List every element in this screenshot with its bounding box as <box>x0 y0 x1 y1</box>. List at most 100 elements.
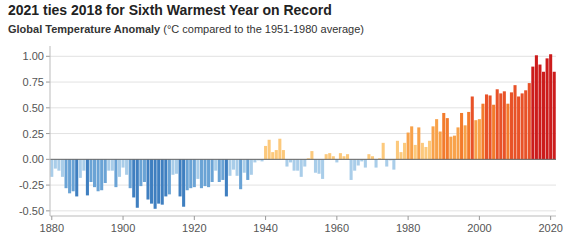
bar <box>453 136 456 160</box>
x-tick-label: 1980 <box>396 222 420 234</box>
y-tick <box>46 133 50 134</box>
grid-line <box>50 56 556 57</box>
bar <box>303 159 306 166</box>
bar <box>125 159 128 174</box>
bar <box>546 58 549 159</box>
bar <box>268 140 271 160</box>
bar <box>100 159 103 190</box>
bar <box>328 153 331 159</box>
bar <box>189 159 192 188</box>
bar <box>421 143 424 159</box>
bar <box>225 159 228 196</box>
grid-line <box>50 107 556 108</box>
y-axis-line <box>50 46 51 216</box>
bar <box>164 159 167 196</box>
bar <box>403 143 406 159</box>
bar <box>414 145 417 159</box>
bar <box>513 85 516 159</box>
bar <box>179 159 182 196</box>
bar <box>350 159 353 180</box>
bar <box>367 154 370 159</box>
bar <box>207 159 210 187</box>
bar <box>150 159 153 203</box>
x-tick <box>265 216 266 220</box>
bar <box>392 159 395 169</box>
y-tick-label: 0.75 <box>23 76 44 88</box>
bar <box>517 96 520 159</box>
x-tick-label: 1920 <box>182 222 206 234</box>
bar <box>61 159 64 177</box>
bar <box>531 67 534 160</box>
bar <box>250 159 253 174</box>
grid-line <box>50 82 556 83</box>
x-axis-line <box>50 216 556 217</box>
grid-line <box>50 210 556 211</box>
bar <box>218 159 221 182</box>
bar <box>57 159 60 170</box>
bar <box>86 159 89 195</box>
bar <box>275 150 278 159</box>
bar <box>510 92 513 159</box>
bar <box>535 55 538 159</box>
bar <box>243 159 246 172</box>
bar <box>399 152 402 159</box>
chart: 2021 ties 2018 for Sixth Warmest Year on… <box>0 0 570 244</box>
bar <box>143 159 146 182</box>
bar <box>107 159 110 170</box>
bar <box>385 159 388 166</box>
bar <box>228 159 231 175</box>
bar <box>114 159 117 187</box>
x-tick <box>336 216 337 220</box>
grid-line <box>50 159 556 160</box>
bar <box>82 159 85 170</box>
y-tick-label: -0.50 <box>19 205 44 217</box>
bar <box>129 159 132 188</box>
bar <box>146 159 149 199</box>
x-tick-label: 1940 <box>253 222 277 234</box>
bar <box>499 93 502 159</box>
bar <box>104 159 107 183</box>
bar <box>79 159 82 178</box>
bar <box>410 126 413 159</box>
bar <box>264 146 267 159</box>
bar <box>467 112 470 159</box>
bar <box>492 105 495 160</box>
bar <box>481 104 484 160</box>
y-tick-label: 1.00 <box>23 50 44 62</box>
bar <box>432 126 435 159</box>
bar <box>122 159 125 167</box>
x-tick-label: 1900 <box>111 222 135 234</box>
y-tick-label: 0.00 <box>23 153 44 165</box>
bar <box>375 159 378 167</box>
bars <box>50 54 556 209</box>
bar <box>503 91 506 159</box>
bar <box>154 159 157 208</box>
title: 2021 ties 2018 for Sixth Warmest Year on… <box>8 2 332 18</box>
bar <box>485 94 488 159</box>
bar <box>496 89 499 159</box>
bar <box>428 141 431 160</box>
bar <box>353 159 356 170</box>
x-tick <box>550 216 551 220</box>
bar <box>424 147 427 159</box>
bar <box>442 113 445 159</box>
bar <box>97 159 100 191</box>
bar <box>449 137 452 160</box>
bar <box>439 132 442 160</box>
bar <box>132 159 135 197</box>
bar <box>282 150 285 159</box>
bar <box>65 159 68 188</box>
bar <box>464 125 467 159</box>
bar <box>54 159 57 168</box>
bar <box>528 83 531 159</box>
x-tick-label: 1960 <box>325 222 349 234</box>
x-tick <box>408 216 409 220</box>
y-tick <box>46 159 50 160</box>
bar <box>285 159 288 166</box>
bar <box>321 159 324 179</box>
bar <box>111 159 114 170</box>
bar <box>471 96 474 159</box>
bar <box>310 151 313 159</box>
bar <box>549 54 552 159</box>
bar <box>278 139 281 160</box>
